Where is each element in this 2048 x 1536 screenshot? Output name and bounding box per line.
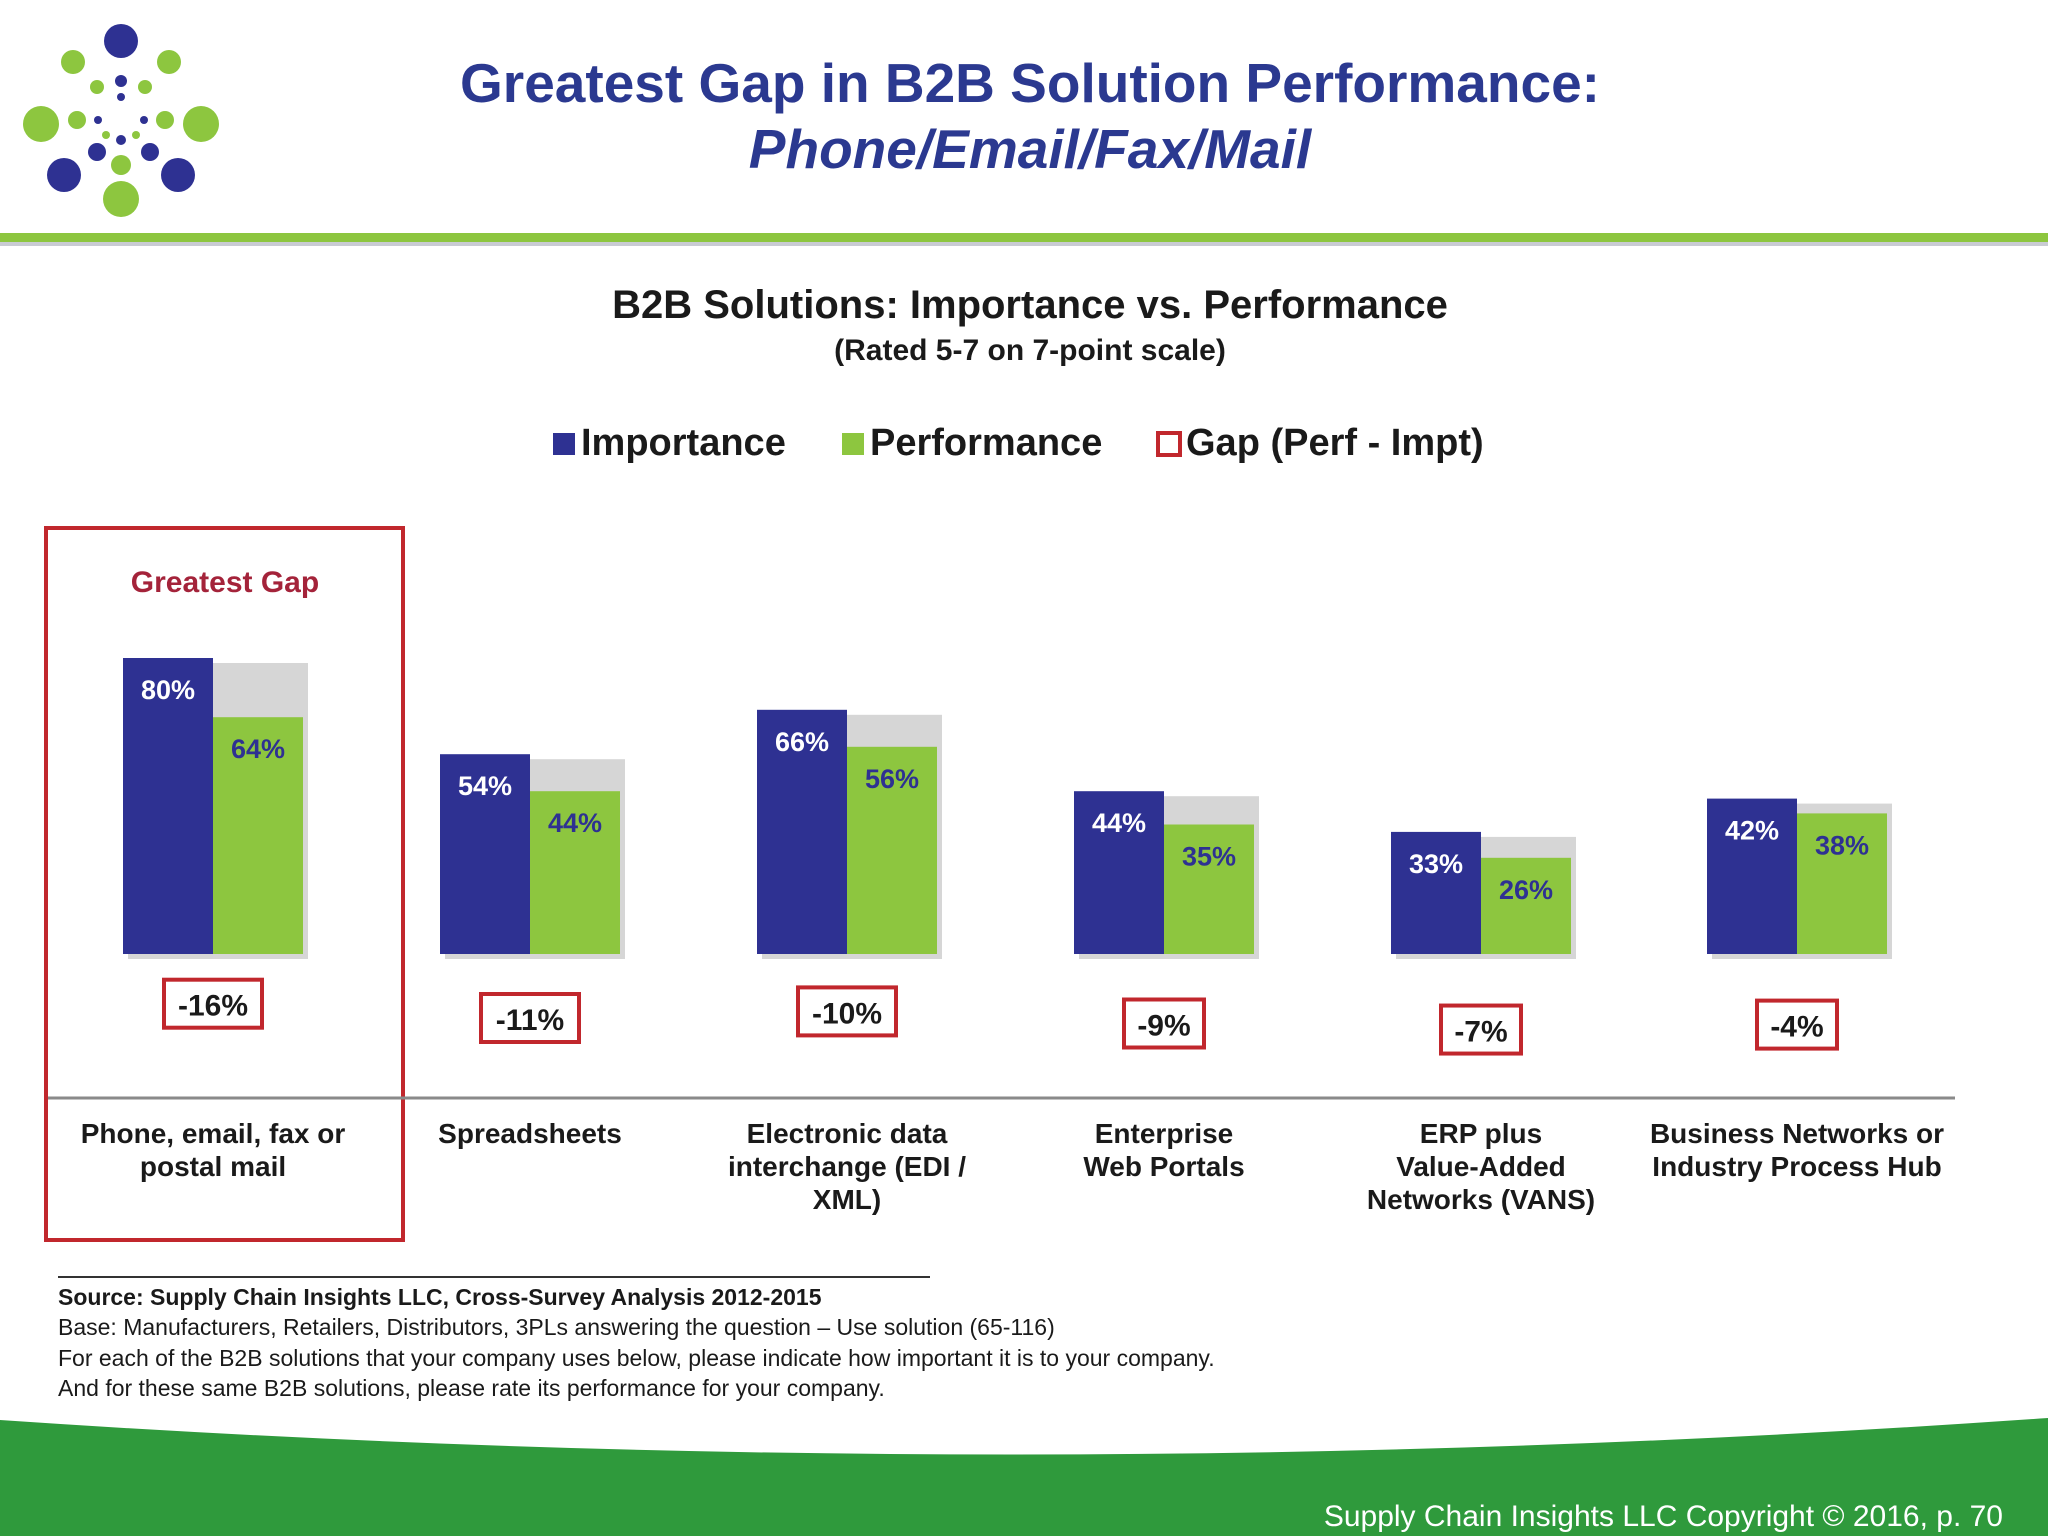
slide-title: Greatest Gap in B2B Solution Performance… [460, 52, 1600, 114]
category-label: Spreadsheets [438, 1118, 622, 1149]
category-label-line: Enterprise [1095, 1118, 1234, 1149]
category-label-line: Web Portals [1083, 1151, 1244, 1182]
legend-importance-label: Importance [581, 422, 786, 464]
performance-bar [213, 717, 303, 954]
gap-value-label: -9% [1137, 1010, 1190, 1043]
category-label-line: interchange (EDI / [728, 1151, 966, 1182]
gap-box [796, 985, 898, 1038]
importance-value-label: 80% [141, 675, 195, 705]
category-label-line: postal mail [140, 1151, 286, 1182]
legend-performance-swatch [842, 433, 864, 455]
importance-bar [1391, 831, 1481, 954]
category-label: Electronic data interchange (EDI / XML) [728, 1118, 966, 1215]
performance-bar [1164, 824, 1254, 954]
company-logo [23, 24, 219, 217]
performance-value-label: 26% [1499, 875, 1553, 905]
legend-performance-label: Performance [870, 422, 1102, 464]
bar-chart: B2B Solutions: Importance vs. Performanc… [44, 283, 1955, 1242]
performance-value-label: 56% [865, 764, 919, 794]
gap-box [1439, 1003, 1523, 1056]
copyright-text: Supply Chain Insights LLC Copyright © 20… [1323, 1500, 2003, 1533]
category-label-line: ERP plus [1420, 1118, 1542, 1149]
chart-title: B2B Solutions: Importance vs. Performanc… [612, 283, 1448, 327]
question-line: For each of the B2B solutions that your … [58, 1345, 1215, 1371]
performance-value-label: 64% [231, 734, 285, 764]
gap-value-label: -7% [1454, 1016, 1507, 1049]
gap-value-label: -4% [1770, 1011, 1823, 1044]
legend-gap-swatch [1156, 431, 1182, 457]
category-label-line: Value-Added [1396, 1151, 1566, 1182]
importance-bar [757, 709, 847, 954]
performance-bar [847, 746, 937, 954]
importance-value-label: 66% [775, 727, 829, 757]
header-divider-shadow [0, 242, 2048, 246]
source-divider [58, 1276, 930, 1278]
importance-value-label: 33% [1409, 849, 1463, 879]
performance-bar [1481, 857, 1571, 954]
category-labels: Phone, email, fax or postal mail Spreadshe… [81, 1118, 1944, 1215]
importance-bar [1707, 798, 1797, 954]
gap-value-label: -10% [812, 997, 882, 1030]
base-line: Base: Manufacturers, Retailers, Distribu… [58, 1314, 1055, 1340]
highlight-label: Greatest Gap [131, 566, 319, 599]
chart-subtitle: (Rated 5-7 on 7-point scale) [834, 334, 1226, 367]
performance-value-label: 44% [548, 808, 602, 838]
category-label-line: Spreadsheets [438, 1118, 622, 1149]
gap-box [1755, 998, 1839, 1051]
source-line: Source: Supply Chain Insights LLC, Cross… [58, 1284, 822, 1310]
header-divider [0, 233, 2048, 242]
gap-box [1122, 997, 1206, 1050]
category-label-line: XML) [813, 1184, 881, 1215]
importance-bar [1074, 791, 1164, 954]
greatest-gap-highlight: Greatest Gap [44, 526, 405, 1242]
performance-bar [1797, 813, 1887, 954]
category-label: Business Networks or Industry Process Hub [1650, 1118, 1944, 1182]
gap-box [479, 992, 581, 1044]
importance-value-label: 42% [1725, 816, 1779, 846]
legend-gap-label: Gap (Perf - Impt) [1186, 422, 1484, 464]
importance-value-label: 54% [458, 771, 512, 801]
highlight-box [44, 526, 405, 1242]
importance-bar [123, 658, 213, 954]
gap-value-label: -16% [178, 990, 248, 1023]
legend-importance-swatch [553, 433, 575, 455]
chart-legend: Importance Performance Gap (Perf - Impt) [553, 422, 1484, 464]
question-line-2: And for these same B2B solutions, please… [58, 1375, 885, 1401]
gap-box [162, 977, 264, 1030]
performance-value-label: 35% [1182, 842, 1236, 872]
footer-band [0, 1418, 2048, 1536]
category-label: Enterprise Web Portals [1083, 1118, 1244, 1182]
category-label-line: Electronic data [747, 1118, 948, 1149]
importance-bar [440, 754, 530, 954]
category-label: Phone, email, fax or postal mail [81, 1118, 346, 1182]
performance-bar [530, 791, 620, 954]
gap-value-label: -11% [496, 1004, 564, 1037]
importance-value-label: 44% [1092, 808, 1146, 838]
category-label-line: Networks (VANS) [1367, 1184, 1595, 1215]
category-label-line: Business Networks or [1650, 1118, 1944, 1149]
category-label-line: Phone, email, fax or [81, 1118, 346, 1149]
category-label: ERP plus Value-Added Networks (VANS) [1367, 1118, 1595, 1215]
slide-subtitle: Phone/Email/Fax/Mail [748, 118, 1312, 180]
category-label-line: Industry Process Hub [1652, 1151, 1941, 1182]
chart-bars: 80% 64% -16% 54% 44% -11% 66% 56% -10% 44% 35% -9% 3… [123, 658, 1892, 1056]
performance-value-label: 38% [1815, 830, 1869, 860]
